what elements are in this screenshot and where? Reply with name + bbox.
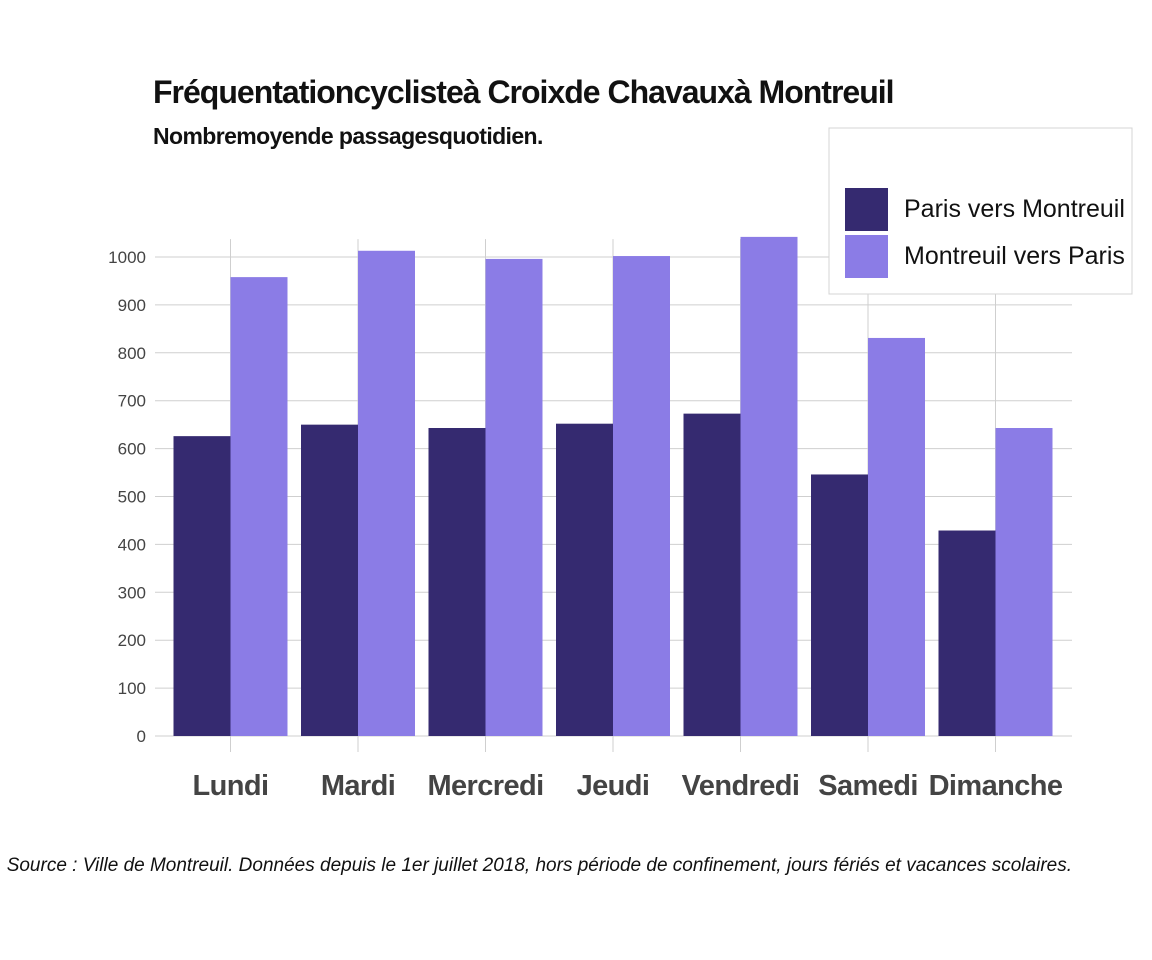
bar-montreuil-vers-paris [358, 250, 415, 736]
chart-title: Fréquentationcyclisteà Croixde Chavauxà … [153, 74, 895, 110]
y-axis-ticks: 0 100 200 300 400 500 600 700 800 900 1000 [108, 248, 146, 746]
y-tick-label: 1000 [108, 248, 146, 267]
bar-paris-vers-montreuil [683, 413, 741, 736]
x-tick-label: Jeudi [577, 770, 650, 802]
y-tick-label: 200 [118, 631, 146, 650]
x-tick-label: Vendredi [682, 770, 800, 802]
bar-montreuil-vers-paris [485, 258, 543, 736]
y-tick-label: 500 [118, 488, 146, 507]
x-tick-label: Mercredi [427, 770, 543, 802]
bar-montreuil-vers-paris [995, 428, 1053, 736]
legend-label: Montreuil vers Paris [904, 242, 1125, 270]
bar-paris-vers-montreuil [556, 423, 613, 736]
legend: Paris vers Montreuil Montreuil vers Paris [828, 127, 1133, 295]
x-tick-label: Samedi [818, 770, 918, 802]
legend-swatch [845, 235, 888, 278]
bar-paris-vers-montreuil [173, 436, 231, 736]
bar-paris-vers-montreuil [811, 474, 868, 736]
y-tick-label: 900 [118, 296, 146, 315]
x-tick-label: Dimanche [929, 770, 1063, 802]
bar-paris-vers-montreuil [938, 530, 996, 736]
bar-paris-vers-montreuil [301, 424, 358, 736]
y-tick-label: 0 [137, 727, 146, 746]
x-tick-label: Lundi [193, 770, 269, 802]
y-tick-label: 800 [118, 344, 146, 363]
x-tick-label: Mardi [321, 770, 395, 802]
legend-label: Paris vers Montreuil [904, 195, 1125, 223]
chart-caption: Source : Ville de Montreuil. Données dep… [6, 855, 1072, 876]
bar-paris-vers-montreuil [428, 428, 486, 736]
bars [173, 236, 1053, 736]
bar-montreuil-vers-paris [740, 236, 798, 736]
bar-montreuil-vers-paris [868, 337, 925, 736]
x-axis-ticks: Lundi Mardi Mercredi Jeudi Vendredi Samedi Dim… [193, 770, 1064, 802]
y-tick-label: 700 [118, 392, 146, 411]
y-tick-label: 600 [118, 440, 146, 459]
chart-subtitle: Nombremoyende passagesquotidien. [153, 123, 543, 149]
y-tick-label: 400 [118, 535, 146, 554]
bar-montreuil-vers-paris [613, 256, 670, 736]
bar-montreuil-vers-paris [230, 277, 288, 736]
y-tick-label: 100 [118, 679, 146, 698]
legend-swatch [845, 188, 888, 231]
y-tick-label: 300 [118, 583, 146, 602]
